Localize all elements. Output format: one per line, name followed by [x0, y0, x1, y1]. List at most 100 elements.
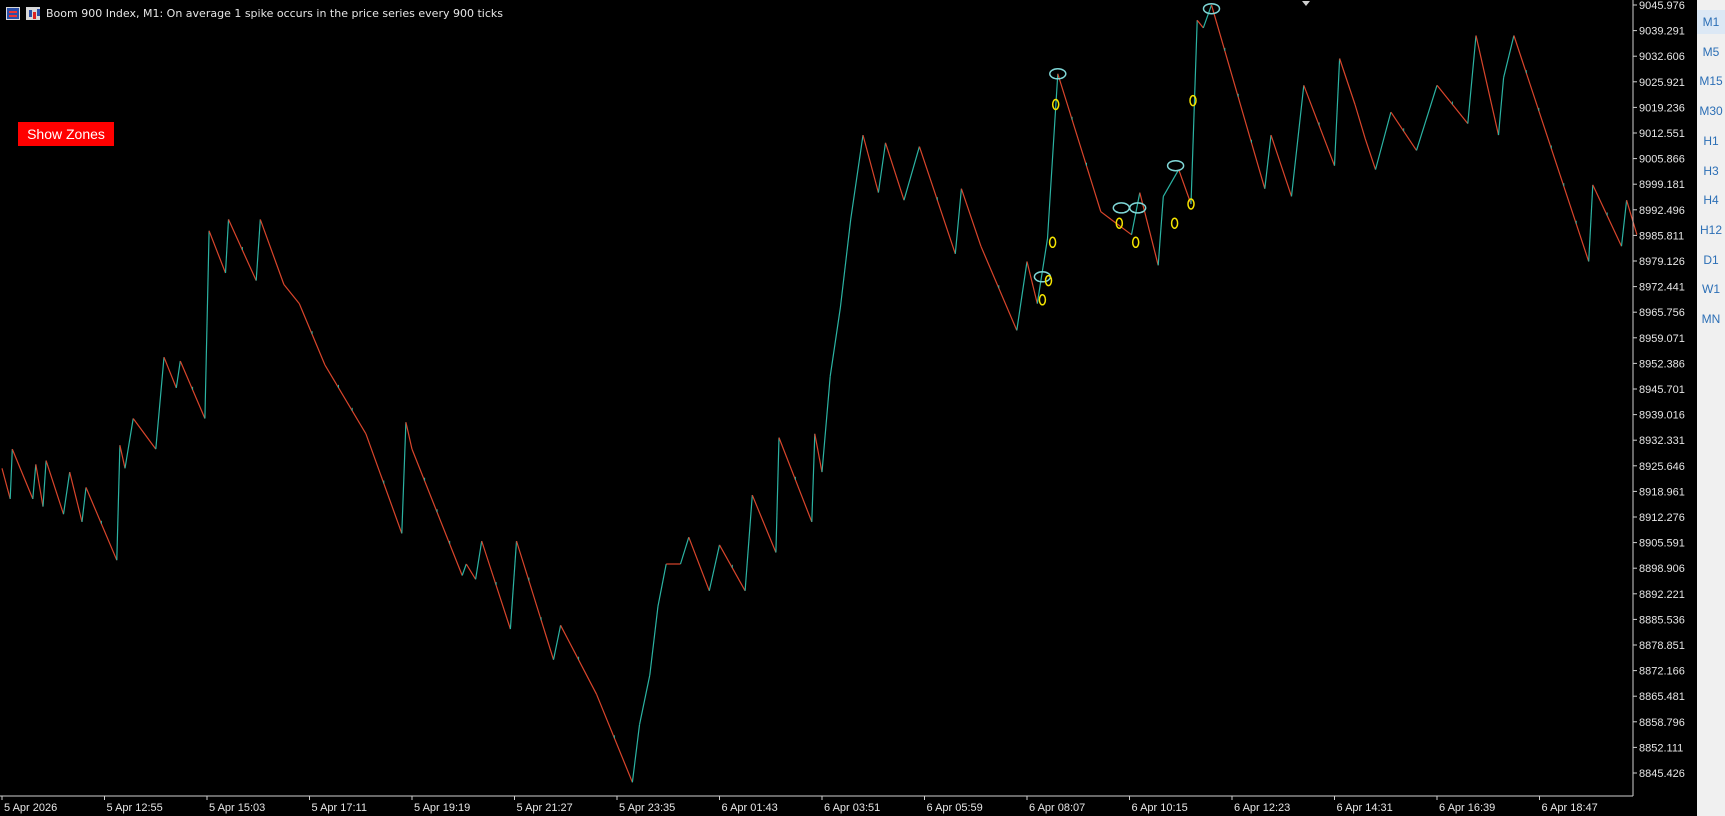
price-label: 9032.606 [1639, 51, 1685, 63]
decline-segment [1270, 134, 1293, 197]
spike-segment [1264, 135, 1272, 189]
price-label: 8925.646 [1639, 461, 1685, 473]
spike-segment [1374, 111, 1392, 170]
timeframe-h4[interactable]: H4 [1703, 193, 1719, 208]
decline-segment [69, 471, 83, 523]
price-axis: 9045.976 9039.291 9032.606 9025.921 9019.236… [1633, 0, 1685, 780]
time-label: 5 Apr 23:35 [619, 802, 675, 814]
price-label: 8878.851 [1639, 640, 1685, 652]
price-label: 8959.071 [1639, 333, 1685, 345]
decline-segment [688, 536, 710, 592]
decline-segment [283, 284, 300, 304]
decline-segment [1364, 138, 1377, 170]
base-marker [1051, 98, 1060, 111]
spike-segment [631, 724, 641, 783]
spike-segment [509, 540, 518, 630]
price-label: 8932.331 [1639, 435, 1685, 447]
show-zones-button[interactable]: Show Zones [18, 122, 114, 146]
chart-list-icon[interactable] [6, 6, 20, 20]
base-marker [1187, 198, 1195, 210]
timeframe-h12[interactable]: H12 [1699, 222, 1722, 237]
spike-segment [1130, 192, 1141, 235]
time-label: 5 Apr 21:27 [517, 802, 573, 814]
timeframe-d1[interactable]: D1 [1703, 252, 1719, 267]
spike-segment [638, 674, 651, 725]
price-label: 9045.976 [1639, 0, 1685, 12]
spike-segment [224, 219, 230, 274]
price-series [1, 4, 1638, 783]
decline-segment [1100, 211, 1112, 220]
price-label: 8898.906 [1639, 563, 1685, 575]
time-label: 5 Apr 15:03 [209, 802, 265, 814]
decline-segment [1026, 261, 1038, 304]
spike-segment [1162, 169, 1180, 197]
spike-segment [821, 376, 831, 473]
decline-segment [163, 356, 177, 389]
price-label: 8972.441 [1639, 282, 1685, 294]
timeframe-m1[interactable]: M1 [1697, 10, 1725, 34]
decline-segment [405, 422, 413, 450]
decline-segment [918, 146, 956, 254]
price-label: 8939.016 [1639, 410, 1685, 422]
base-marker [1038, 294, 1047, 306]
decline-segment [1475, 35, 1500, 136]
chart-title: Boom 900 Index, M1: On average 1 spike o… [46, 6, 503, 20]
spike-segment [1497, 77, 1505, 136]
price-label: 8985.811 [1639, 230, 1684, 242]
price-label: 8999.181 [1639, 179, 1685, 191]
price-label: 9012.551 [1639, 128, 1685, 140]
shift-marker-icon[interactable] [1302, 1, 1310, 6]
decline-segment [465, 563, 477, 580]
base-marker [1170, 217, 1179, 229]
price-label: 8912.276 [1639, 512, 1685, 524]
timeframe-m5[interactable]: M5 [1702, 44, 1720, 59]
spike-segment [204, 230, 210, 419]
price-label: 9025.921 [1639, 77, 1685, 89]
spike-segment [81, 487, 87, 522]
spike-marker [1166, 159, 1185, 172]
spike-segment [744, 495, 753, 591]
spike-segment [1202, 4, 1213, 29]
time-label: 5 Apr 19:19 [414, 802, 470, 814]
spike-segment [775, 437, 780, 553]
price-label: 8852.111 [1639, 742, 1683, 754]
spike-segment [62, 472, 71, 515]
price-label: 8979.126 [1639, 256, 1685, 268]
decline-segment [324, 364, 367, 435]
price-label: 8892.221 [1639, 589, 1685, 601]
spike-segment [1620, 200, 1628, 247]
spike-segment [155, 357, 165, 450]
decline-segment [560, 625, 598, 695]
timeframe-h3[interactable]: H3 [1703, 163, 1719, 178]
spike-marker [1128, 202, 1147, 214]
timeframe-h1[interactable]: H1 [1703, 133, 1719, 148]
timeframe-mn[interactable]: MN [1701, 312, 1721, 326]
decline-segment [1339, 58, 1356, 105]
spike-markers [1033, 2, 1221, 283]
spike-segment [1467, 35, 1477, 124]
spike-segment [1290, 85, 1305, 197]
decline-segment [1626, 200, 1638, 235]
decline-segment [132, 418, 157, 450]
price-label: 8965.756 [1639, 307, 1685, 319]
decline-segment [11, 448, 34, 500]
decline-segment [884, 142, 905, 201]
indicator-icon[interactable] [26, 6, 40, 20]
price-label: 8952.386 [1639, 358, 1685, 370]
price-label: 8905.591 [1639, 538, 1685, 550]
timeframe-m30[interactable]: M30 [1699, 104, 1723, 119]
decline-segment [515, 540, 555, 660]
timeframe-m15[interactable]: M15 [1699, 74, 1723, 89]
price-label: 8918.961 [1639, 486, 1685, 498]
timeframe-w1[interactable]: W1 [1702, 282, 1720, 297]
spike-segment [116, 445, 121, 561]
time-label: 5 Apr 17:11 [312, 802, 367, 814]
decline-segment [814, 433, 823, 473]
decline-segment [208, 230, 227, 274]
spike-segment [1503, 35, 1515, 78]
spike-segment [1016, 261, 1028, 331]
spike-segment [9, 449, 13, 499]
time-label: 6 Apr 14:31 [1337, 802, 1393, 814]
